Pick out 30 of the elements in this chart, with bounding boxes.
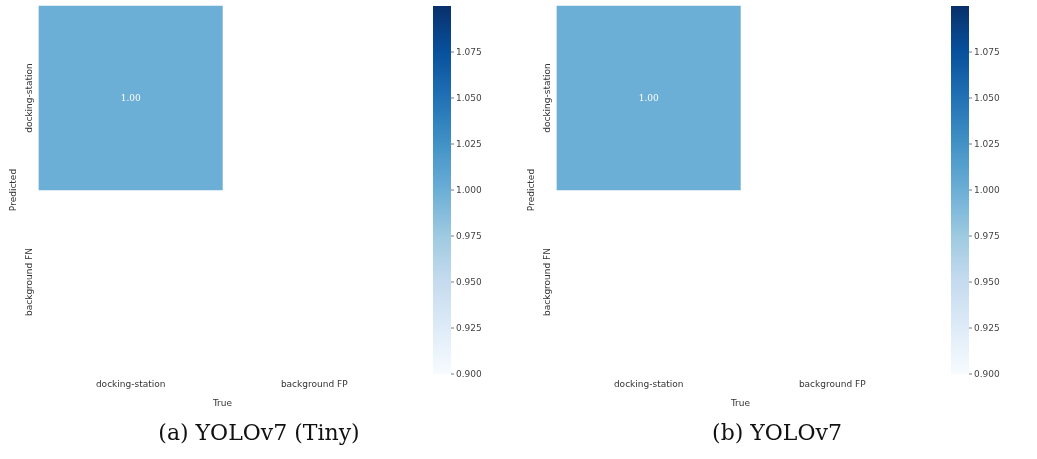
x-axis-title: True — [211, 397, 233, 408]
x-tick-label: background FP — [798, 378, 867, 389]
color-bar-label: 0.950 — [974, 277, 1001, 287]
color-bar-label: 1.050 — [974, 93, 1001, 103]
x-tick-label: docking-station — [95, 378, 166, 389]
color-bar-label: 0.975 — [974, 231, 1000, 241]
color-bar-label: 0.925 — [974, 323, 1000, 333]
color-bar-label: 0.975 — [456, 231, 482, 241]
color-bar-label: 1.075 — [456, 47, 482, 57]
color-bar-label: 1.000 — [974, 185, 1001, 195]
color-bar-label: 0.900 — [974, 369, 1001, 379]
y-axis-title: Predicted — [7, 168, 18, 212]
text: (a) YOLOv7 (Tiny) — [158, 419, 360, 445]
color-bar-label: 0.925 — [456, 323, 482, 333]
color-bar-label: 1.000 — [456, 185, 483, 195]
y-axis-title: Predicted — [525, 168, 536, 212]
x-axis-title: True — [729, 397, 751, 408]
data-label: 1.00 — [120, 93, 141, 103]
color-bar-label: 0.900 — [456, 369, 483, 379]
color-bar-label: 0.950 — [456, 277, 483, 287]
text: (b) YOLOv7 — [712, 419, 842, 445]
color-bar-label: 1.025 — [456, 139, 482, 149]
y-tick-label: background FN — [542, 247, 553, 317]
data-label: 1.00 — [638, 93, 659, 103]
x-tick-label: background FP — [280, 378, 349, 389]
color-bar-label: 1.025 — [974, 139, 1000, 149]
y-tick-label: background FN — [24, 247, 35, 317]
color-bar-label: 1.075 — [974, 47, 1000, 57]
color-bar-label: 1.050 — [456, 93, 483, 103]
x-tick-label: docking-station — [613, 378, 684, 389]
